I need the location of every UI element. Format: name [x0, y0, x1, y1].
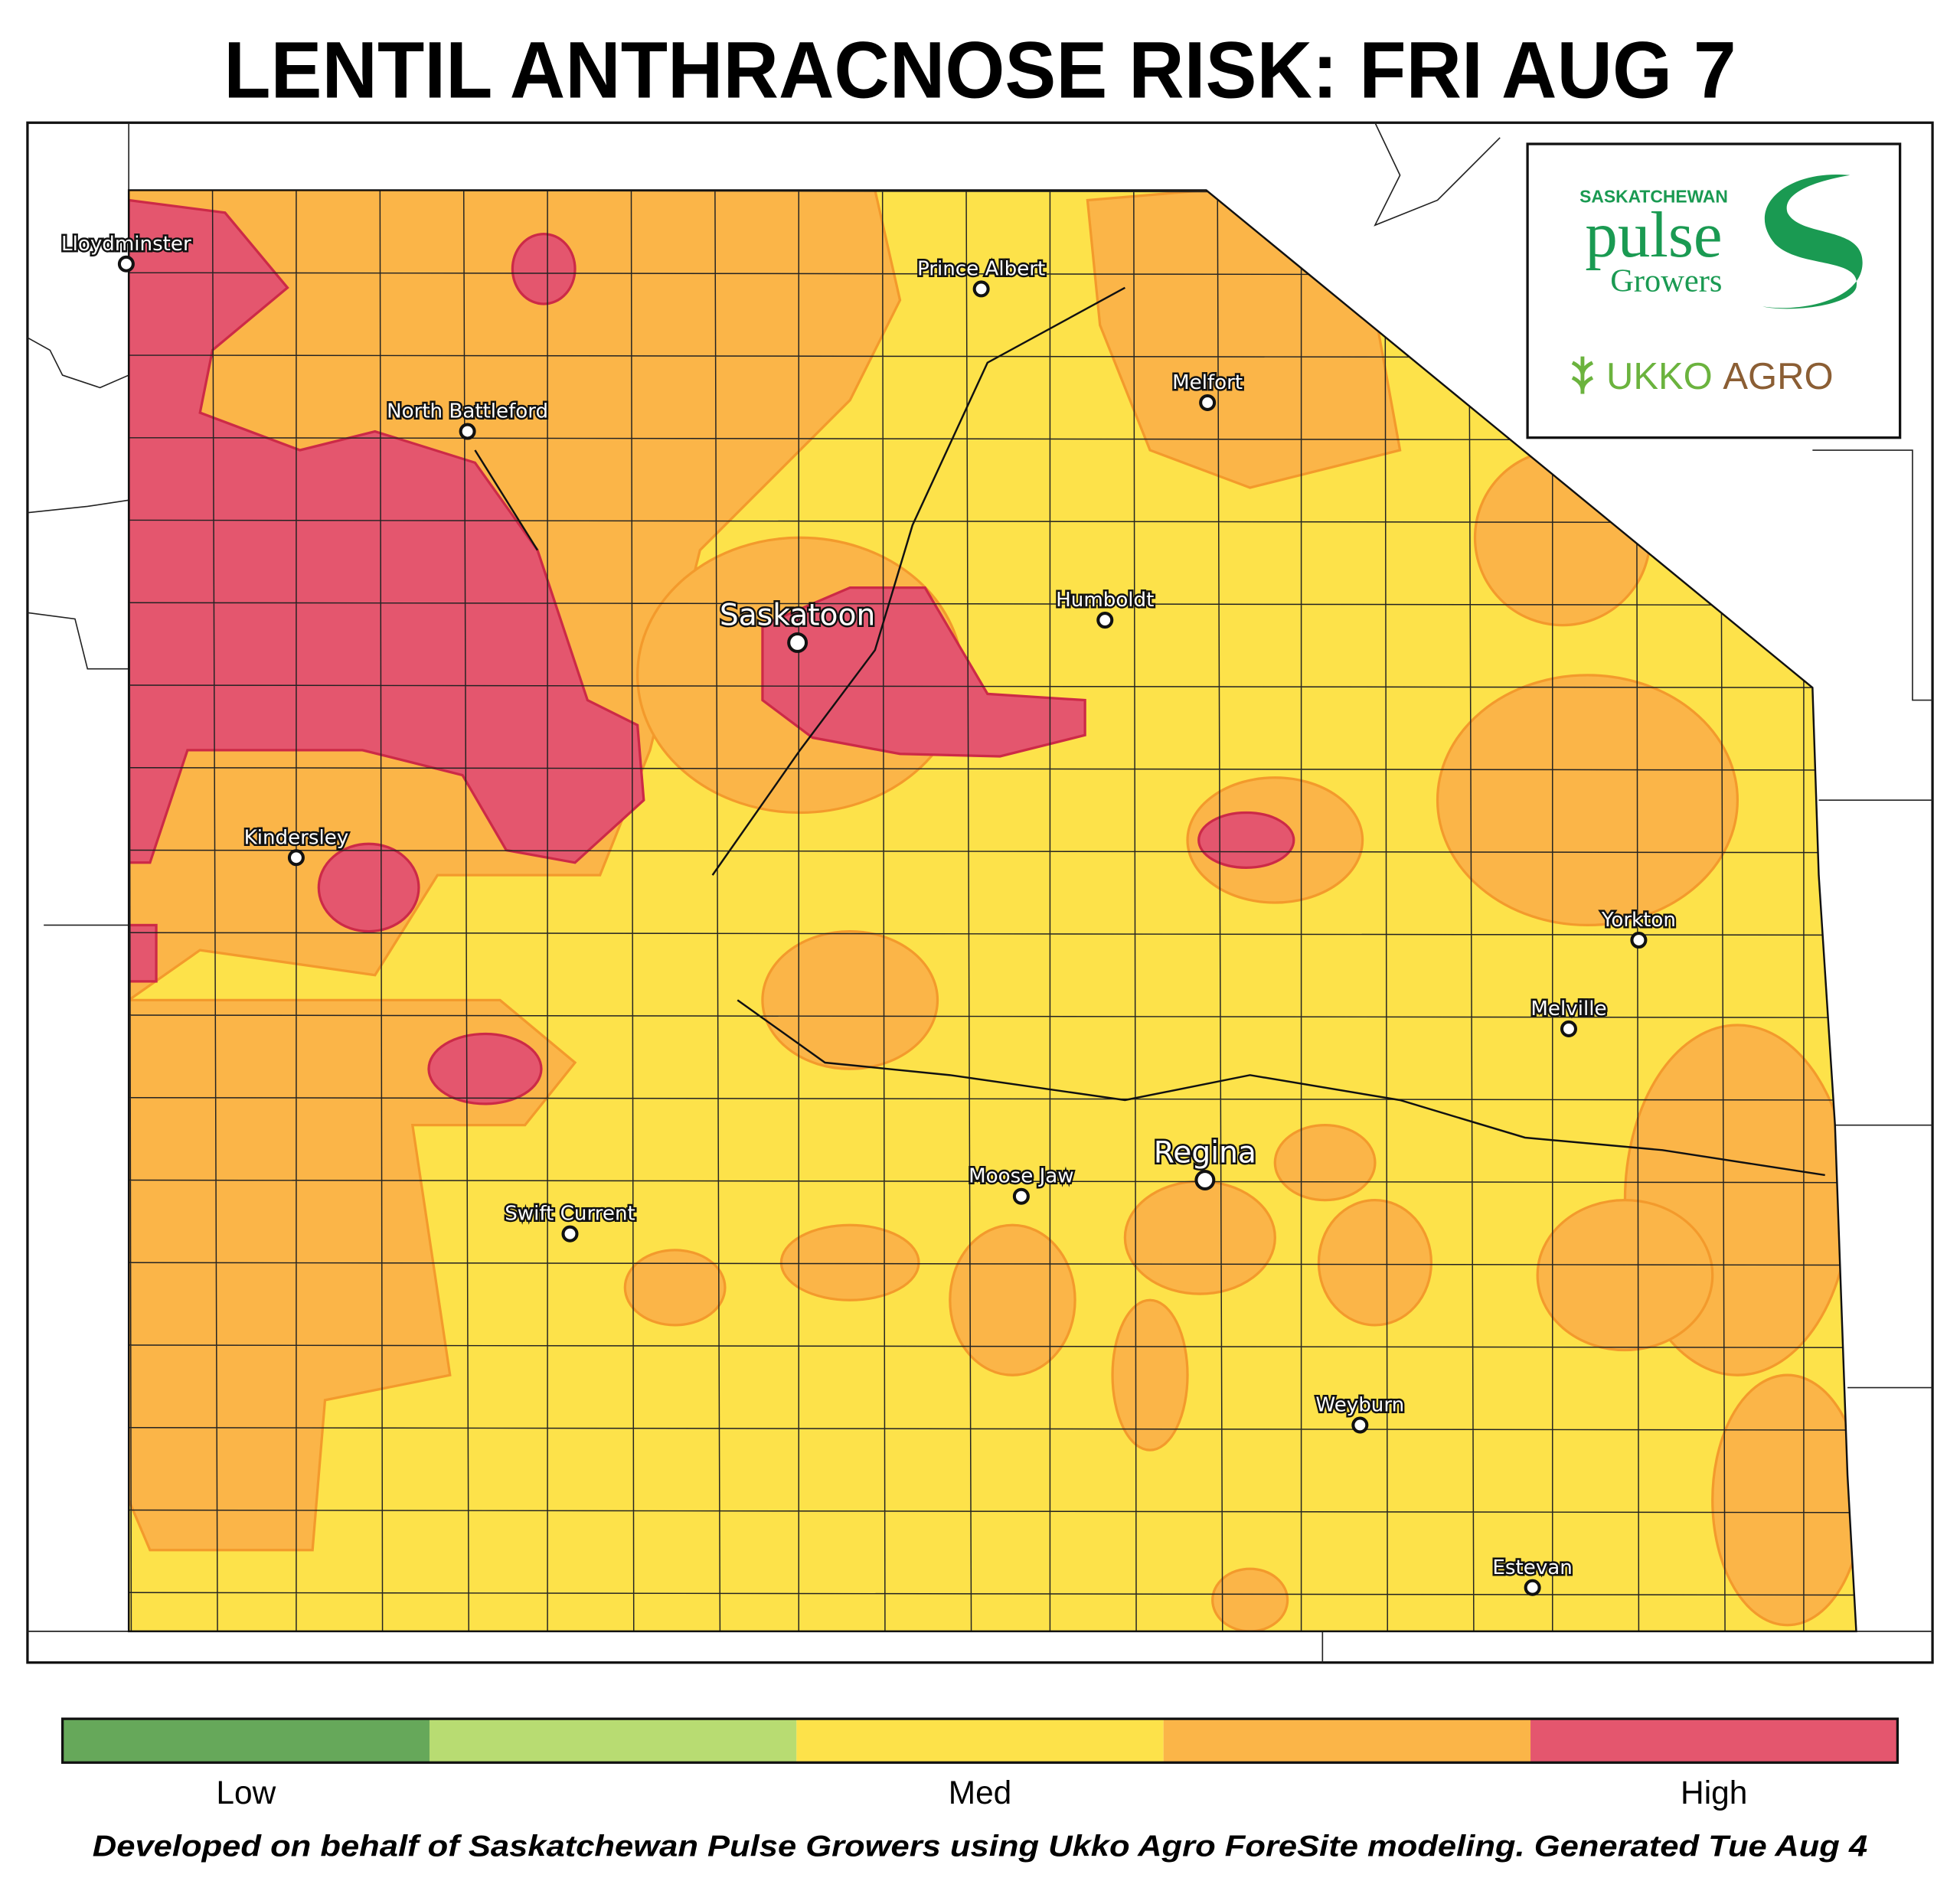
footer-note: Developed on behalf of Saskatchewan Puls…: [93, 1830, 1868, 1863]
city-dot: [1630, 932, 1648, 949]
logo-mark: [1762, 174, 1863, 309]
city-label: Lloydminster: [61, 233, 191, 256]
logo-org-main: pulse: [1585, 199, 1722, 271]
city-label: Yorkton: [1601, 909, 1676, 932]
legend-swatch: [429, 1719, 797, 1763]
city-layer: Lloydminster Prince Albert Melfort North Ba…: [60, 230, 1677, 1596]
legend-swatch: [1530, 1719, 1898, 1763]
risk-zones: [129, 190, 1857, 1631]
logo-org-top: SASKATCHEWAN: [1579, 187, 1728, 207]
city-dot: [287, 849, 305, 867]
legend-label: High: [1681, 1775, 1747, 1811]
city-label: Saskatoon: [720, 599, 875, 633]
municipal-boundaries: [129, 190, 1857, 1631]
legend-swatch: [796, 1719, 1164, 1763]
city-dot: [1351, 1416, 1369, 1434]
city-label: Regina: [1154, 1136, 1256, 1171]
logo-partner: UKKO AGRO: [1606, 356, 1834, 397]
legend-label: Low: [216, 1775, 276, 1811]
city-dot: [972, 280, 990, 298]
logo-box: [1526, 142, 1902, 439]
municipal-line: [129, 190, 1857, 1631]
legend-label: Med: [949, 1775, 1012, 1811]
city-label: Weyburn: [1315, 1394, 1404, 1417]
legend-swatch: [1163, 1719, 1531, 1763]
city-dot: [1194, 1170, 1216, 1190]
city-label: Melfort: [1172, 371, 1243, 394]
logo: SASKATCHEWAN pulse Growers UKKO AGRO: [1526, 142, 1902, 439]
zone-high: [129, 198, 1295, 1105]
city-dot: [459, 423, 476, 440]
city-dot: [1199, 393, 1217, 412]
province-outline: [127, 189, 1857, 1633]
river: [474, 286, 1825, 1177]
city-label: North Battleford: [387, 400, 548, 423]
city-label: Prince Albert: [917, 257, 1045, 280]
city-label: Estevan: [1492, 1556, 1572, 1579]
city-dot: [1524, 1579, 1541, 1596]
city-dot: [1560, 1020, 1578, 1037]
city-dot: [1012, 1187, 1030, 1205]
city-dot: [117, 255, 135, 273]
city-dot: [787, 632, 808, 653]
map-title: LENTIL ANTHRACNOSE RISK: FRI AUG 7: [224, 26, 1736, 116]
logo-partner-1: UKKO: [1606, 356, 1713, 397]
logo-leaf: [1571, 356, 1594, 394]
city-label: Humboldt: [1056, 589, 1154, 612]
legend-border: [61, 1717, 1899, 1764]
city-dot: [561, 1225, 579, 1243]
city-dot: [1096, 612, 1114, 629]
city-label: Kindersley: [244, 826, 349, 849]
logo-org-sub: Growers: [1610, 263, 1722, 299]
city-label: Moose Jaw: [969, 1165, 1074, 1188]
legend-swatch: [62, 1719, 430, 1763]
city-label: Swift Current: [505, 1203, 635, 1226]
logo-partner-2: AGRO: [1723, 356, 1833, 397]
city-label: Melville: [1530, 998, 1606, 1020]
legend: Low Med High: [61, 1717, 1899, 1811]
